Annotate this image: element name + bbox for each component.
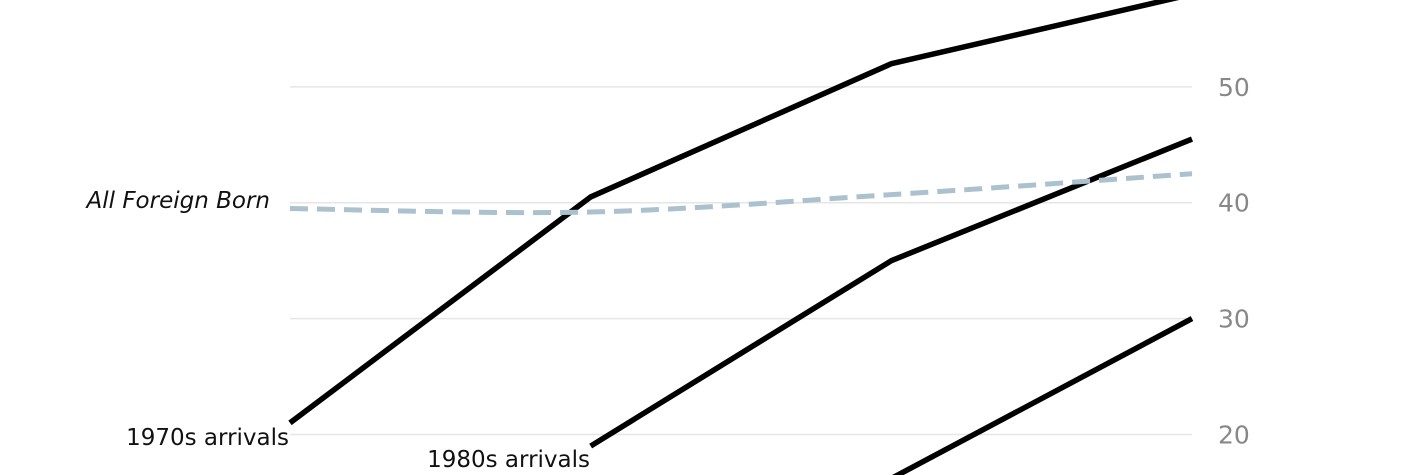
series-line-1970s-arrivals <box>288 0 1180 426</box>
series-label-all-foreign-born: All Foreign Born <box>85 188 271 214</box>
y-tick-label-40: 40 <box>1218 189 1250 218</box>
y-axis-tick-labels: 20 30 40 50 <box>1218 73 1250 450</box>
series-line-cohort-2 <box>892 316 1194 475</box>
series-lines <box>288 0 1194 475</box>
grid-lines <box>290 86 1192 436</box>
y-tick-label-30: 30 <box>1218 305 1250 334</box>
y-tick-label-20: 20 <box>1218 420 1250 449</box>
y-tick-label-50: 50 <box>1218 73 1250 102</box>
series-line-1980s-arrivals <box>589 136 1194 449</box>
series-label-1980s-arrivals: 1980s arrivals <box>427 447 590 473</box>
series-labels: 1970s arrivals 1980s arrivals All Foreign … <box>85 188 591 473</box>
series-line-all-foreign-born <box>289 171 1193 216</box>
series-label-1970s-arrivals: 1970s arrivals <box>126 425 289 451</box>
